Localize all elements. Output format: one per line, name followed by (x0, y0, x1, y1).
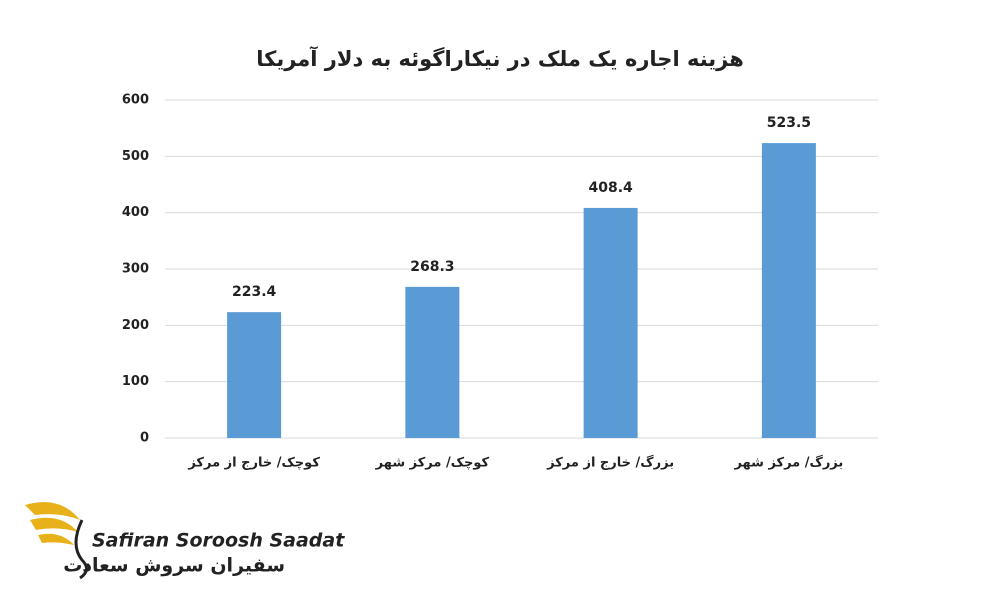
logo-swan (74, 519, 88, 580)
y-tick-label: 500 (122, 149, 149, 164)
bar (583, 207, 638, 438)
data-label: 523.5 (767, 115, 811, 131)
y-tick-label: 600 (122, 93, 149, 108)
bar (761, 143, 816, 438)
logo: Safiran Soroosh Saadat سفیران سروش سعادت (25, 502, 345, 580)
y-tick-label: 400 (122, 205, 149, 220)
data-label: 223.4 (232, 284, 277, 300)
data-label: 408.4 (588, 180, 633, 196)
x-tick-label: بزرگ/ مرکز شهر (733, 454, 843, 471)
y-tick-label: 0 (140, 431, 149, 446)
y-tick-label: 300 (122, 262, 149, 277)
y-tick-label: 200 (122, 318, 149, 333)
bar (405, 286, 460, 438)
x-tick-label: کوچک/ خارج از مرکز (187, 456, 320, 471)
y-tick-label: 100 (122, 374, 149, 389)
x-tick-label: کوچک/ مرکز شهر (375, 456, 490, 471)
logo-name-en: Safiran Soroosh Saadat (92, 530, 345, 552)
logo-wing (25, 502, 80, 545)
bar (227, 312, 282, 438)
x-tick-label: بزرگ/ خارج از مرکز (546, 454, 674, 471)
chart-title: هزینه اجاره یک ملک در نیکاراگوئه به دلار… (256, 46, 744, 71)
logo-name-fa: سفیران سروش سعادت (63, 555, 285, 577)
data-label: 268.3 (410, 259, 454, 275)
